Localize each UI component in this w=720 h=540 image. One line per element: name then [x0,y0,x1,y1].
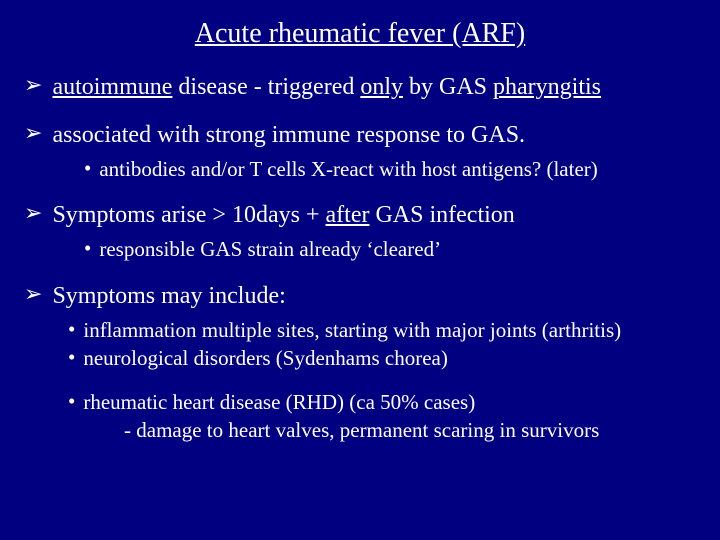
arrow-icon: ➢ [24,200,42,226]
sub-item: • neurological disorders (Sydenhams chor… [68,345,696,371]
arrow-icon: ➢ [24,281,42,307]
bullet-dot-icon: • [84,156,91,181]
bullet-item-2: ➢ Symptoms arise > 10days + after GAS in… [24,200,696,262]
bullet-item-0: ➢ autoimmune disease - triggered only by… [24,72,696,102]
sub-item: • rheumatic heart disease (RHD) (ca 50% … [68,389,696,415]
slide-title: Acute rheumatic fever (ARF) [24,18,696,50]
bullet-dot-icon: • [84,236,91,261]
sub-item: • antibodies and/or T cells X-react with… [84,156,696,182]
arrow-icon: ➢ [24,120,42,146]
sub-item: • inflammation multiple sites, starting … [68,317,696,343]
sub-item-continuation: - damage to heart valves, permanent scar… [124,417,696,443]
bullet-item-1: ➢ associated with strong immune response… [24,120,696,182]
bullet-dot-icon: • [68,389,75,414]
arrow-icon: ➢ [24,72,42,98]
bullet-text-2: Symptoms arise > 10days + after GAS infe… [52,200,514,230]
bullet-text-1: associated with strong immune response t… [52,120,525,150]
bullet-text-0: autoimmune disease - triggered only by G… [52,72,601,102]
sub-item: • responsible GAS strain already ‘cleare… [84,236,696,262]
bullet-dot-icon: • [68,317,75,342]
bullet-text-3: Symptoms may include: [52,281,285,311]
bullet-item-3: ➢ Symptoms may include: • inflammation m… [24,281,696,444]
bullet-dot-icon: • [68,345,75,370]
